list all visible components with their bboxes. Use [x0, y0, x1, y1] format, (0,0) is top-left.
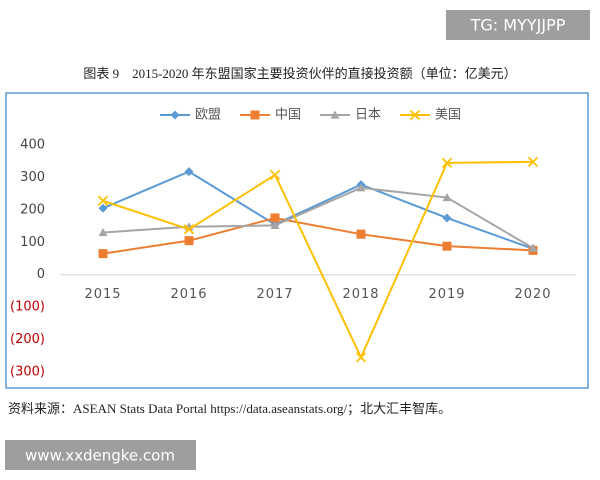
- legend-label: 日本: [355, 108, 381, 123]
- legend-item: 日本: [320, 108, 381, 123]
- source-note: 资料来源：ASEAN Stats Data Portal https://dat…: [8, 401, 451, 417]
- data-point: [98, 203, 108, 213]
- plot: 400 300 200 100 0 (100) (200) (300) 2015 2016 2017…: [10, 108, 576, 380]
- data-point: [270, 220, 280, 230]
- x-tick-label: 2015: [84, 287, 121, 302]
- legend-marker: [250, 110, 260, 120]
- chart-title: 图表 9 2015-2020 年东盟国家主要投资伙伴的直接投资额（单位：亿美元）: [83, 66, 516, 81]
- y-tick-label: 200: [20, 202, 45, 217]
- y-tick-label: (100): [10, 300, 45, 315]
- data-point: [356, 183, 366, 192]
- x-tick-label: 2016: [170, 287, 207, 302]
- data-point: [442, 193, 452, 202]
- y-tick-label: (200): [10, 332, 45, 347]
- series-line: [102, 216, 534, 255]
- y-tick-label: 400: [20, 138, 45, 153]
- legend-label: 欧盟: [195, 108, 221, 123]
- legend-item: 美国: [400, 108, 461, 123]
- series-line: [102, 170, 534, 250]
- data-point: [442, 241, 452, 251]
- data-point: [442, 213, 452, 223]
- data-point: [527, 156, 539, 167]
- data-point: [356, 229, 366, 239]
- x-tick-label: 2019: [428, 287, 465, 302]
- watermark: TG: MYYJJPP: [470, 16, 566, 35]
- series-line: [102, 160, 534, 360]
- legend-label: 美国: [435, 108, 461, 123]
- x-tick-label: 2020: [514, 287, 551, 302]
- legend-marker: [330, 110, 340, 119]
- watermark: www.xxdengke.com: [25, 447, 175, 465]
- data-point: [355, 352, 367, 363]
- legend: 欧盟 中国 日本 美国: [160, 108, 461, 123]
- legend-marker: [409, 109, 421, 121]
- data-point: [184, 236, 194, 246]
- data-point: [184, 167, 194, 177]
- legend-item: 欧盟: [160, 108, 221, 123]
- data-point: [269, 169, 281, 180]
- watermark-box: [446, 10, 590, 40]
- data-point: [528, 243, 538, 252]
- y-tick-label: 100: [20, 235, 45, 250]
- chart-frame: [5, 92, 589, 389]
- data-point: [97, 195, 109, 206]
- data-point: [98, 249, 108, 259]
- legend-marker: [170, 110, 180, 120]
- watermark-box: [5, 440, 196, 470]
- data-point: [270, 213, 280, 223]
- series-line: [102, 186, 534, 249]
- data-point: [98, 228, 108, 237]
- y-tick-label: 0: [37, 267, 45, 282]
- y-tick-label: 300: [20, 170, 45, 185]
- data-point: [183, 224, 195, 235]
- legend-label: 中国: [275, 108, 301, 123]
- y-tick-label: (300): [10, 365, 45, 380]
- legend-item: 中国: [240, 108, 301, 123]
- x-tick-label: 2018: [342, 287, 379, 302]
- x-tick-label: 2017: [256, 287, 293, 302]
- data-point: [441, 157, 453, 168]
